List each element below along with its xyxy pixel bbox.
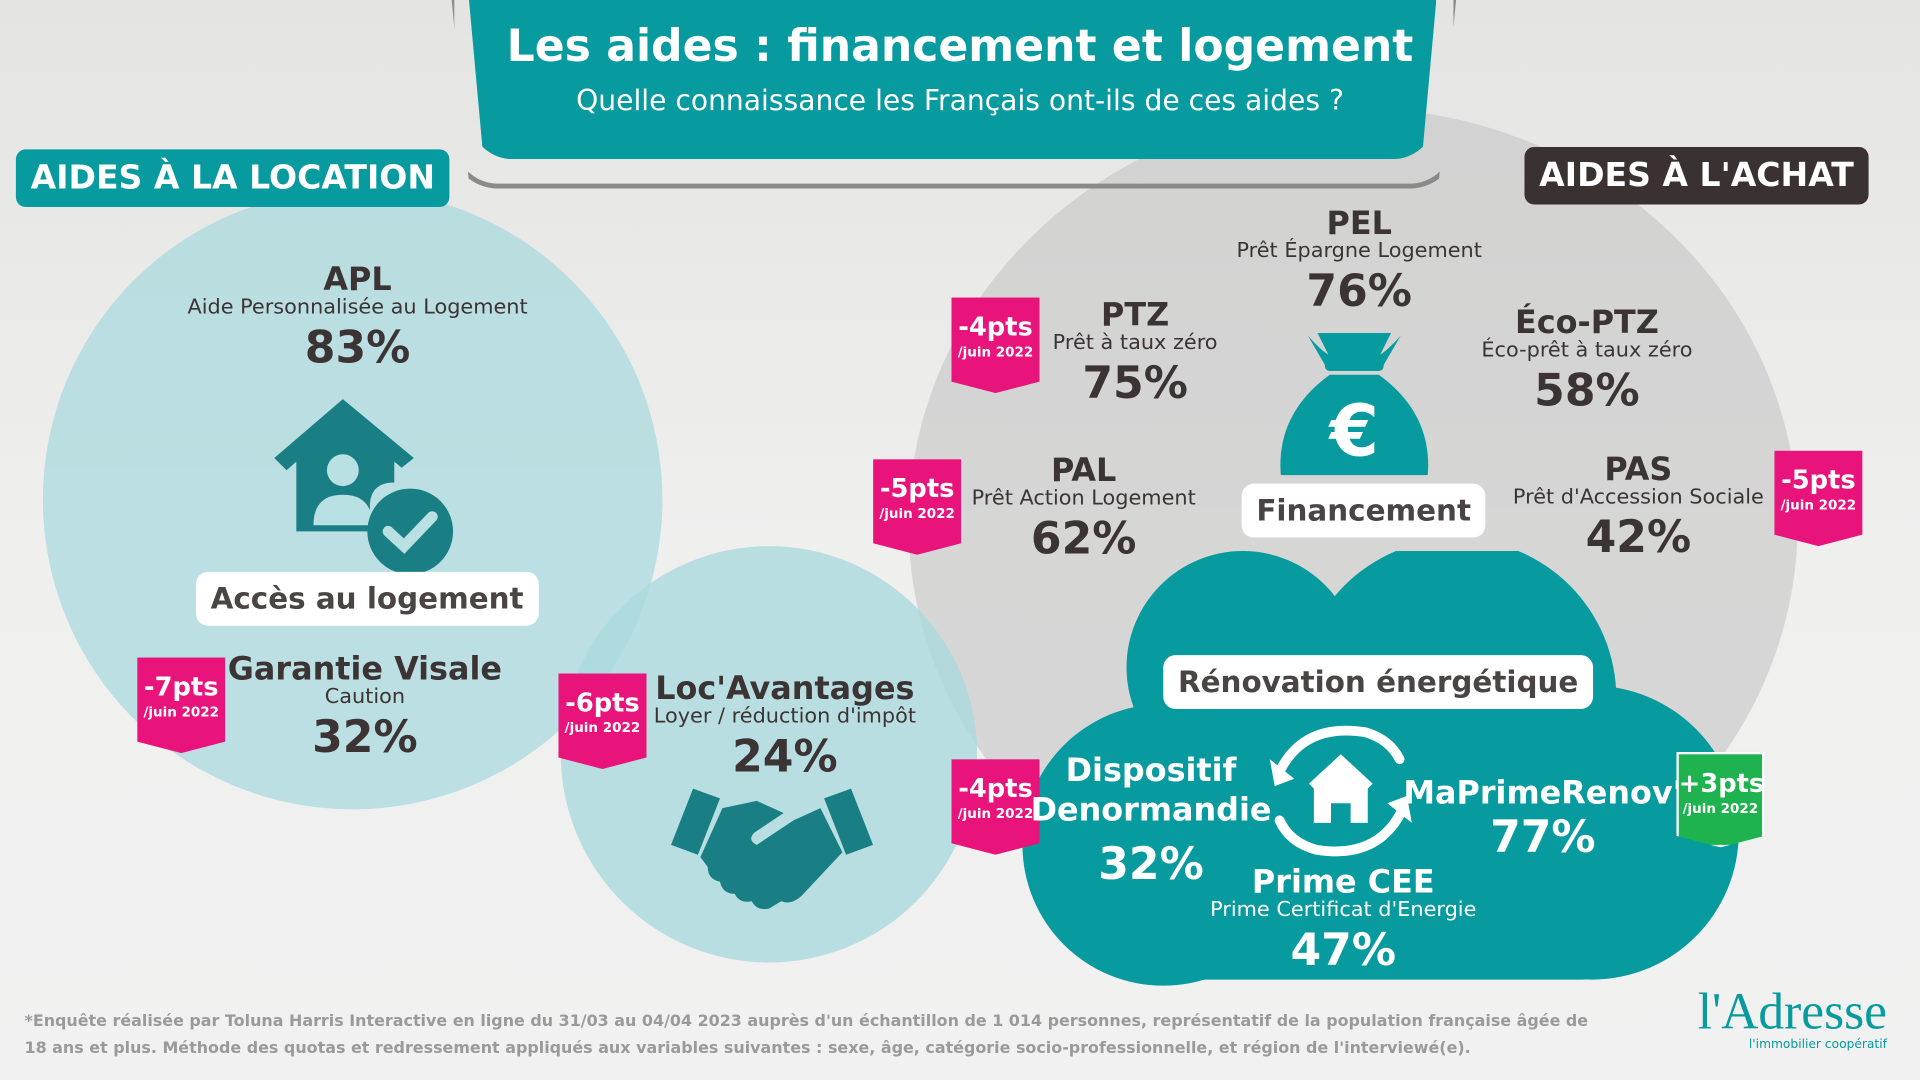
locavantages-pct: 24%: [732, 731, 838, 783]
denormandie-name-line1: Dispositif: [1065, 753, 1237, 790]
page-title: Les aides : financement et logement: [506, 22, 1414, 73]
denormandie-pct: 32%: [1098, 840, 1204, 891]
pal-pct: 62%: [1030, 513, 1137, 565]
apl-pct: 83%: [304, 322, 411, 374]
visale-name: Garantie Visale: [227, 651, 503, 689]
pas-pct: 42%: [1585, 512, 1692, 563]
locavantages-block: Loc'Avantages Loyer / réduction d'impôt …: [654, 673, 916, 781]
pas-block: PAS Prêt d'Accession Sociale 42%: [1513, 454, 1764, 562]
ecoptz-pct: 58%: [1534, 365, 1640, 416]
locavantages-name: Loc'Avantages: [655, 671, 915, 708]
visale-block: Garantie Visale Caution 32%: [228, 654, 502, 762]
house-person-check-icon: [274, 399, 454, 575]
pas-badge: -5pts/juin 2022: [1774, 450, 1863, 547]
cee-pct: 47%: [1290, 925, 1397, 976]
denormandie-name-line2: Denormandie: [1030, 792, 1272, 829]
apl-sub: Aide Personnalisée au Logement: [187, 295, 528, 320]
financing-category-pill: Financement: [1241, 483, 1486, 538]
maprime-pct: 77%: [1490, 813, 1596, 864]
maprime-name: MaPrimeRenov': [1403, 775, 1683, 812]
money-bag-euro-icon: €: [1280, 333, 1429, 476]
logo-name: l'Adresse: [1697, 984, 1887, 1041]
pel-block: PEL Prêt Épargne Logement 76%: [1236, 208, 1481, 316]
pel-name: PEL: [1326, 205, 1392, 243]
visale-pct: 32%: [312, 712, 418, 763]
renovation-cycle-house-icon: [1269, 725, 1412, 857]
pal-name: PAL: [1050, 453, 1117, 490]
cee-block: Prime CEE Prime Certificat d'Energie 47%: [1210, 867, 1476, 975]
apl-name: APL: [323, 262, 392, 299]
access-category-pill: Accès au logement: [195, 571, 539, 626]
ptz-block: PTZ Prêt à taux zéro 75%: [1053, 300, 1218, 408]
handshake-icon: [671, 788, 874, 910]
pel-pct: 76%: [1306, 266, 1412, 317]
pel-sub: Prêt Épargne Logement: [1236, 238, 1482, 264]
ecoptz-name: Éco-PTZ: [1515, 304, 1659, 342]
page-subtitle: Quelle connaissance les Français ont-ils…: [576, 85, 1344, 118]
denormandie-badge: -4pts/juin 2022: [951, 759, 1040, 855]
apl-block: APL Aide Personnalisée au Logement 83%: [187, 264, 527, 372]
pal-sub: Prêt Action Logement: [971, 486, 1196, 511]
ptz-badge: -4pts/juin 2022: [951, 297, 1040, 394]
pal-block: PAL Prêt Action Logement 62%: [972, 456, 1196, 564]
renovation-category-pill: Rénovation énergétique: [1163, 655, 1594, 709]
footnote: *Enquête réalisée par Toluna Harris Inte…: [24, 1009, 1616, 1063]
pal-badge: -5pts/juin 2022: [873, 459, 962, 555]
maprime-block: MaPrimeRenov' 77%: [1403, 778, 1682, 863]
renovation-cloud: [1022, 551, 1739, 986]
visale-sub: Caution: [324, 684, 406, 709]
cee-sub: Prime Certificat d'Energie: [1210, 897, 1477, 923]
maprime-badge: +3pts/juin 2022: [1676, 751, 1765, 848]
ecoptz-block: Éco-PTZ Éco-prêt à taux zéro 58%: [1481, 307, 1692, 415]
pas-sub: Prêt d'Accession Sociale: [1512, 484, 1764, 510]
rental-label: AIDES À LA LOCATION: [15, 149, 450, 207]
denormandie-block: Dispositif Denormandie 32%: [1031, 756, 1272, 890]
ptz-pct: 75%: [1082, 358, 1188, 409]
visale-badge: -7pts/juin 2022: [137, 657, 226, 754]
svg-text:€: €: [1328, 390, 1379, 473]
locavantages-sub: Loyer / réduction d'impôt: [653, 704, 917, 729]
logo: l'Adresse l'immobilier coopératif: [1673, 987, 1887, 1052]
pas-name: PAS: [1604, 451, 1673, 489]
ptz-name: PTZ: [1101, 297, 1170, 335]
purchase-label: AIDES À L'ACHAT: [1524, 146, 1869, 205]
footnote-line1: *Enquête réalisée par Toluna Harris Inte…: [24, 1012, 1589, 1032]
ecoptz-sub: Éco-prêt à taux zéro: [1481, 337, 1693, 363]
ptz-sub: Prêt à taux zéro: [1052, 330, 1218, 356]
header-banner: [468, 0, 1437, 160]
logo-tagline: l'immobilier coopératif: [1748, 1038, 1887, 1052]
cee-name: Prime CEE: [1251, 864, 1435, 902]
locavantages-badge: -6pts/juin 2022: [558, 673, 647, 769]
footnote-line2: 18 ans et plus. Méthode des quotas et re…: [24, 1039, 1471, 1058]
